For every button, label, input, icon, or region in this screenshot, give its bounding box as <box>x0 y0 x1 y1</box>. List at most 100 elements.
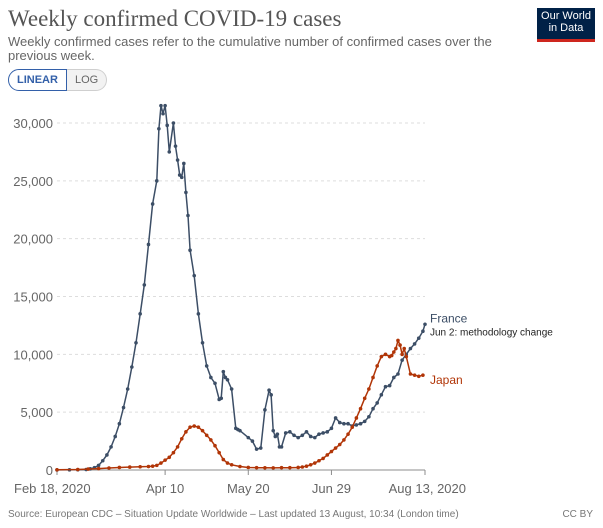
data-point-france <box>246 435 251 440</box>
data-point-france <box>421 329 425 334</box>
data-point-japan <box>350 425 355 430</box>
source-note[interactable]: Source: European CDC – Situation Update … <box>8 509 459 520</box>
data-point-france <box>157 126 161 131</box>
data-point-france <box>134 340 138 345</box>
data-point-france <box>163 103 167 108</box>
x-tick-label: Feb 18, 2020 <box>14 481 91 496</box>
data-point-japan <box>167 455 172 460</box>
data-point-japan <box>383 352 388 357</box>
data-point-france <box>238 428 242 433</box>
data-point-japan <box>263 466 267 470</box>
data-point-japan <box>325 453 330 457</box>
data-point-france <box>159 103 163 108</box>
data-point-japan <box>304 464 309 468</box>
data-point-france <box>192 273 197 278</box>
data-point-france <box>379 393 384 397</box>
data-point-japan <box>254 465 259 470</box>
data-point-france <box>113 434 118 439</box>
x-tick-label: May 20 <box>227 481 270 496</box>
data-point-japan <box>117 465 122 470</box>
data-point-france <box>354 423 359 427</box>
data-point-france <box>412 342 417 346</box>
data-point-japan <box>404 354 409 359</box>
data-point-france <box>105 453 109 457</box>
data-point-france <box>138 312 142 316</box>
y-tick-label: 20,000 <box>13 232 53 247</box>
data-point-france <box>179 175 184 180</box>
data-point-france <box>125 387 130 391</box>
data-point-japan <box>313 461 317 465</box>
data-point-japan <box>209 438 213 442</box>
data-point-france <box>204 364 209 368</box>
data-point-france <box>130 365 134 369</box>
data-point-japan <box>279 465 284 470</box>
data-point-japan <box>329 449 334 454</box>
data-point-japan <box>246 465 251 470</box>
owid-logo[interactable]: Our World in Data <box>537 8 595 42</box>
data-point-france <box>392 375 396 380</box>
data-point-japan <box>333 446 338 450</box>
data-point-france <box>258 446 263 450</box>
data-point-japan <box>398 343 402 347</box>
data-point-japan <box>416 374 421 379</box>
data-point-france <box>275 432 280 436</box>
data-point-japan <box>379 354 384 359</box>
data-point-japan <box>389 353 394 358</box>
data-point-france <box>342 421 346 426</box>
data-point-france <box>182 161 186 166</box>
data-point-japan <box>163 458 167 462</box>
data-point-france <box>271 428 276 433</box>
data-point-japan <box>362 396 367 401</box>
data-point-france <box>283 431 288 435</box>
data-point-japan <box>394 346 398 351</box>
data-point-france <box>396 372 400 376</box>
y-tick-label: 10,000 <box>13 347 53 362</box>
series-line-france <box>56 104 426 471</box>
data-point-france <box>173 144 178 148</box>
data-point-france <box>371 406 375 411</box>
data-point-france <box>292 433 296 438</box>
data-point-france <box>367 414 371 419</box>
data-point-france <box>165 123 169 128</box>
data-point-japan <box>375 364 379 368</box>
data-point-france <box>317 432 321 436</box>
data-point-france <box>308 434 313 439</box>
x-tick-label: Jun 29 <box>312 481 351 496</box>
data-point-france <box>229 387 234 391</box>
data-point-japan <box>396 338 400 343</box>
data-point-france <box>213 381 217 386</box>
data-point-japan <box>321 456 325 461</box>
data-point-japan <box>55 467 59 472</box>
data-point-japan <box>358 406 363 411</box>
data-point-france <box>362 419 367 424</box>
data-point-japan <box>138 464 142 469</box>
data-point-japan <box>337 442 342 447</box>
data-point-france <box>196 312 201 316</box>
linear-scale-button[interactable]: LINEAR <box>8 69 67 91</box>
data-point-japan <box>400 352 404 357</box>
data-point-france <box>223 375 228 380</box>
log-scale-button[interactable]: LOG <box>66 69 108 91</box>
data-point-japan <box>238 464 242 469</box>
data-point-japan <box>412 373 417 377</box>
x-tick-label: Aug 13, 2020 <box>389 481 466 496</box>
data-point-japan <box>204 433 209 438</box>
data-point-japan <box>154 463 159 468</box>
y-tick-label: 15,000 <box>13 290 53 305</box>
data-point-france <box>423 322 427 327</box>
data-point-japan <box>354 416 359 420</box>
data-point-france <box>109 445 113 449</box>
license-label[interactable]: CC BY <box>562 509 593 520</box>
data-point-japan <box>308 462 313 467</box>
data-point-france <box>333 416 338 420</box>
data-point-japan <box>196 425 201 430</box>
data-point-japan <box>171 450 176 455</box>
data-point-japan <box>184 430 188 434</box>
data-point-japan <box>371 375 375 380</box>
data-point-france <box>288 430 292 434</box>
data-point-japan <box>229 462 234 467</box>
x-tick-label: Apr 10 <box>146 481 184 496</box>
data-point-france <box>121 405 126 410</box>
data-point-france <box>300 433 305 438</box>
data-point-france <box>219 396 224 401</box>
